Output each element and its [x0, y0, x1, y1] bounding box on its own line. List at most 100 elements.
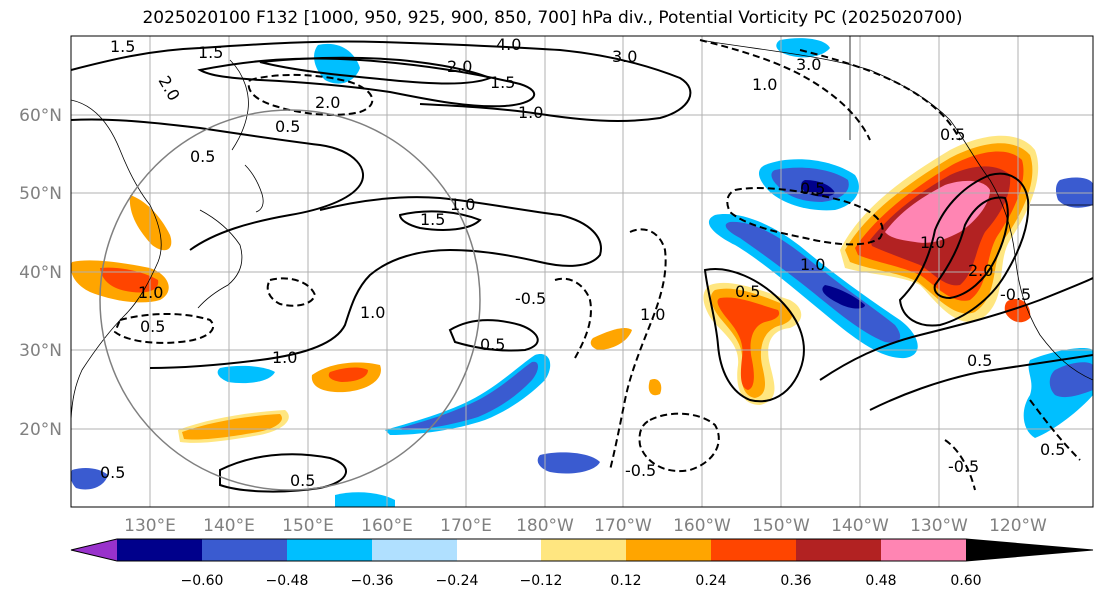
longitude-labels: 130°E 140°E 150°E 160°E 170°E 180°W 170°…	[124, 516, 1047, 536]
coastline-kamchatka	[229, 59, 249, 151]
map-plot-area: 1.5 2.0 1.5 4.0 3.0 3.0 2.0 1.5 1.0 2.0 …	[71, 36, 1093, 507]
lat-label-30n: 30°N	[19, 341, 62, 361]
contour-label: 0.5	[480, 335, 505, 354]
colorbar-tick-label: 0.60	[950, 573, 981, 589]
contour-1-5-mid	[398, 210, 482, 231]
contours-positive	[71, 40, 1093, 493]
colorbar-segment	[457, 539, 541, 561]
coastline-japan	[197, 209, 243, 309]
coastline-hokkaido	[244, 164, 264, 213]
colorbar-tick-label: −0.36	[351, 573, 394, 589]
contour-1-0-ne	[898, 172, 1030, 327]
contour-neg-north	[247, 73, 374, 116]
colorbar-segment	[626, 539, 711, 561]
lat-label-20n: 20°N	[19, 420, 62, 440]
colorbar-segment	[202, 539, 287, 561]
contour-neg-50n	[726, 187, 884, 246]
contour-neg-ne-north-2	[799, 49, 961, 141]
colorbar-outline	[70, 538, 1094, 562]
colorbar-tick-label: −0.12	[520, 573, 563, 589]
colorbar-tick-label: −0.48	[266, 573, 309, 589]
coastlines	[71, 36, 1093, 421]
contour-label: -0.5	[948, 457, 979, 476]
colorbar-segment	[117, 539, 202, 561]
contour-label: -0.5	[1000, 285, 1031, 304]
colorbar-segment	[372, 539, 457, 561]
contour-neg-ne-north	[699, 39, 871, 141]
contour-label: 2.0	[447, 57, 472, 76]
contour-label: 1.0	[800, 255, 825, 274]
shade-neg-bottom	[335, 492, 395, 507]
contour-2-0-north	[197, 57, 535, 108]
contour-label: 3.0	[796, 55, 821, 74]
contour-1-0-north	[71, 40, 692, 122]
lon-label-170e: 170°E	[440, 516, 492, 536]
colorbar-segment	[541, 539, 626, 561]
contour-label: 1.0	[518, 103, 543, 122]
contour-label: 3.0	[612, 47, 637, 66]
lon-label-150w: 150°W	[752, 516, 810, 536]
contour-label: 1.0	[450, 195, 475, 214]
contour-0-5-170e	[448, 319, 539, 352]
colorbar-segment	[881, 539, 966, 561]
shade-neg-sw-mid	[1049, 362, 1093, 398]
contour-neg-170w	[609, 228, 667, 471]
contour-label: 0.5	[1040, 440, 1065, 459]
lon-label-160e: 160°E	[361, 516, 413, 536]
shade-neg-band-mid	[725, 221, 901, 343]
chart-title: 2025020100 F132 [1000, 950, 925, 900, 85…	[142, 8, 963, 28]
colorbar-tick-label: −0.60	[181, 573, 224, 589]
shade-neg-south	[537, 452, 600, 474]
lon-label-130w: 130°W	[910, 516, 968, 536]
contour-label: 0.5	[940, 125, 965, 144]
contour-1-0-150w	[703, 268, 805, 403]
contour-label: 2.0	[315, 93, 340, 112]
contour-1-0-mid	[149, 196, 602, 369]
lat-label-40n: 40°N	[19, 263, 62, 283]
lat-label-50n: 50°N	[19, 184, 62, 204]
colorbar-tick-label: 0.24	[695, 573, 726, 589]
contour-label: 0.5	[800, 179, 825, 198]
contour-label: 1.5	[490, 73, 515, 92]
contour-0-5-east	[819, 277, 1093, 381]
contour-label: 0.5	[140, 317, 165, 336]
colorbar-extend-high	[966, 539, 1093, 561]
contour-neg-south	[638, 412, 720, 473]
coastline-asia	[71, 99, 162, 421]
contour-0-5-south	[219, 453, 347, 493]
contour-label: 1.0	[920, 233, 945, 252]
colorbar-ticks: −0.60 −0.48 −0.36 −0.24 −0.12 0.12 0.24 …	[181, 573, 982, 589]
contour-neg-175w	[554, 277, 592, 359]
contour-label: 0.5	[275, 117, 300, 136]
shade-pos-china-red	[100, 267, 159, 293]
graticule	[71, 36, 1093, 507]
lon-label-140w: 140°W	[831, 516, 889, 536]
colorbar-tick-label: 0.36	[780, 573, 811, 589]
highlight-circle	[99, 109, 481, 491]
shade-pos-165w	[590, 327, 632, 350]
colorbar: −0.60 −0.48 −0.36 −0.24 −0.12 0.12 0.24 …	[70, 538, 1094, 589]
colorbar-segment	[711, 539, 796, 561]
contour-2-0-ne	[933, 196, 1009, 300]
contour-label: 1.0	[272, 348, 297, 367]
shade-neg-band-dark	[822, 285, 865, 309]
contour-3-0-north	[259, 56, 493, 85]
contours-negative	[113, 39, 1081, 491]
contour-label: 1.0	[360, 303, 385, 322]
contour-label: -0.5	[625, 461, 656, 480]
shade-pos-wp-orange	[182, 414, 282, 440]
map-frame	[70, 35, 1094, 508]
lon-label-150e: 150°E	[282, 516, 334, 536]
contour-label: 1.0	[138, 283, 163, 302]
contour-neg-se	[944, 439, 976, 491]
colorbar-tick-label: 0.48	[865, 573, 896, 589]
lon-label-130e: 130°E	[124, 516, 176, 536]
shade-neg-180-mid	[400, 361, 538, 430]
contour-0-5-north	[71, 118, 365, 251]
contour-label: 1.5	[420, 210, 445, 229]
lat-label-60n: 60°N	[19, 106, 62, 126]
contour-label: 0.5	[290, 471, 315, 490]
contour-label: 1.0	[640, 305, 665, 324]
latitude-labels: 60°N 50°N 40°N 30°N 20°N	[19, 106, 62, 440]
